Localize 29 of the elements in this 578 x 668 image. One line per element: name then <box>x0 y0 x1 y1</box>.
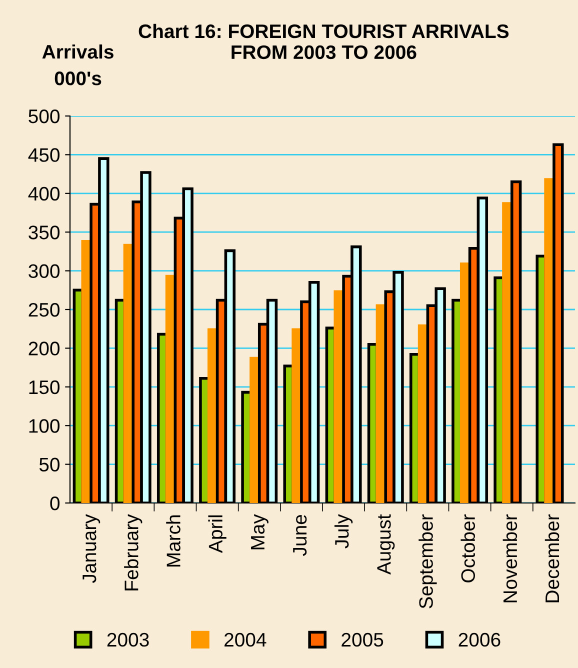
legend-label: 2004 <box>224 632 266 647</box>
x-tick-label: December <box>544 514 560 602</box>
chart-title: Chart 16: FOREIGN TOURIST ARRIVALS FROM 2003 TO 2006 <box>138 24 509 60</box>
x-tick-label: August <box>377 514 395 575</box>
x-tick-label: November <box>502 514 518 602</box>
y-tick-label: 100 <box>29 419 60 433</box>
y-tick-label: 0 <box>50 496 60 510</box>
y-tick-label: 400 <box>28 186 60 201</box>
x-tick-label: July <box>334 514 353 548</box>
y-tick-label: 200 <box>28 342 60 356</box>
legend-label: 2006 <box>458 632 500 647</box>
y-axis-title: Arrivals 000's <box>42 44 114 86</box>
legend-label: 2003 <box>107 632 149 647</box>
y-tick-label: 50 <box>39 458 60 472</box>
x-tick-label: March <box>166 515 180 567</box>
x-tick-label: January <box>82 514 100 583</box>
x-tick-label: April <box>208 515 226 553</box>
y-tick-label: 250 <box>28 302 60 317</box>
x-tick-label: June <box>293 514 307 556</box>
legend-label: 2005 <box>342 632 384 647</box>
x-tick-label: May <box>251 514 268 550</box>
y-tick-label: 350 <box>28 226 60 240</box>
x-tick-label: February <box>124 514 142 590</box>
y-tick-label: 500 <box>28 109 60 124</box>
y-tick-label: 300 <box>28 264 60 278</box>
y-tick-label: 150 <box>29 380 60 394</box>
y-tick-label: 450 <box>28 148 60 162</box>
x-tick-label: September <box>418 514 437 608</box>
x-tick-label: October <box>460 514 476 582</box>
